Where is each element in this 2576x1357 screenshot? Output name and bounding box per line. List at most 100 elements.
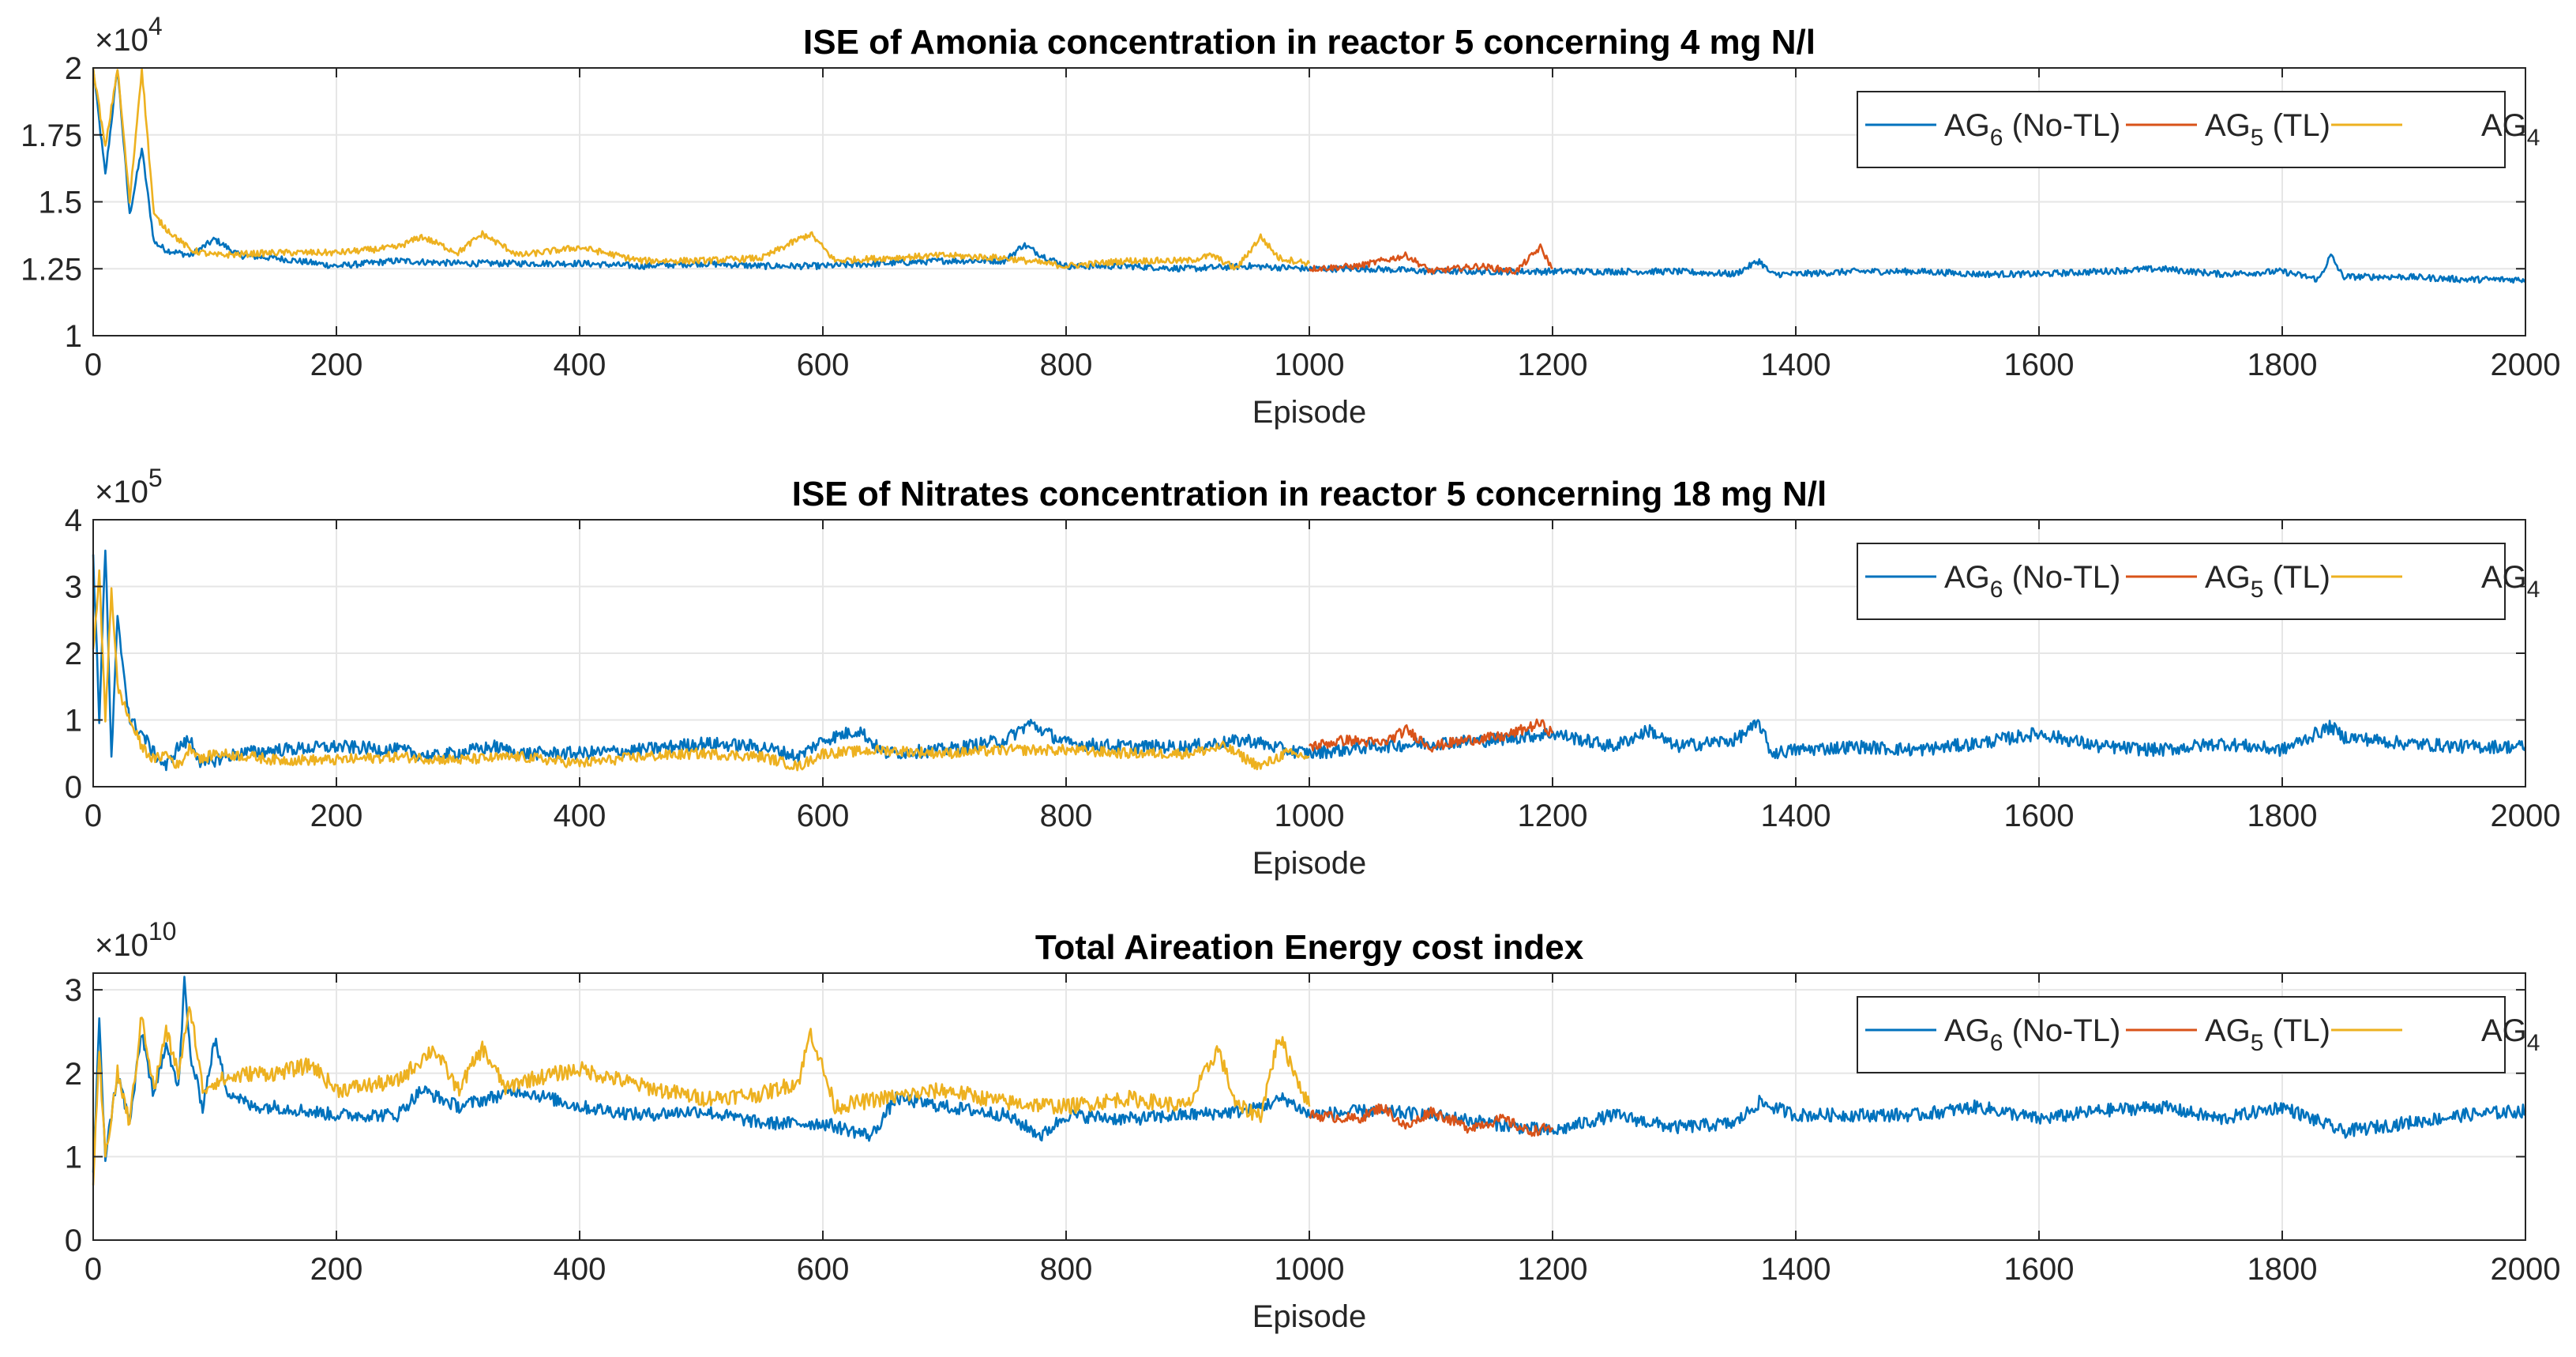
axis-exponent: ×104 — [95, 12, 163, 58]
x-tick-label: 200 — [310, 799, 363, 833]
legend-label-base: AG — [2205, 108, 2251, 143]
legend-label-ag4: AG4 — [2481, 560, 2540, 603]
axis-exponent-power: 10 — [148, 917, 177, 945]
x-tick-label: 2000 — [2491, 799, 2561, 833]
legend-label-base: AG — [2205, 560, 2251, 595]
x-tick-label: 1800 — [2247, 348, 2318, 382]
legend-label-sub: 5 — [2251, 577, 2264, 603]
series-line-ag6 — [92, 549, 2527, 772]
chart-panel-3: Total Aireation Energy cost index 0 200 400… — [65, 917, 2561, 1334]
x-tick-label: 0 — [84, 348, 102, 382]
legend-label-base: AG — [2481, 560, 2527, 595]
x-tick-label: 1400 — [1761, 1252, 1831, 1287]
y-tick-label: 0 — [65, 770, 82, 805]
x-tick-label: 200 — [310, 1252, 363, 1287]
legend-label-suffix: (TL) — [2263, 1013, 2330, 1048]
series-line-ag4 — [92, 67, 1311, 271]
chart-panel-1: ISE of Amonia concentration in reactor 5… — [21, 12, 2560, 430]
legend-box — [1857, 91, 2506, 168]
series-line-ag6 — [92, 975, 2527, 1173]
legend-label-ag4: AG4 — [2481, 108, 2540, 151]
legend-label-suffix: (No-TL) — [2003, 560, 2120, 595]
legend-label-ag5: AG5 (TL) — [2205, 560, 2330, 603]
series-line-ag5 — [1308, 1103, 1554, 1137]
legend-label-ag6: AG6 (No-TL) — [1944, 1013, 2120, 1056]
x-tick-label: 1000 — [1275, 1252, 1345, 1287]
y-tick-label: 1 — [65, 319, 82, 354]
x-tick-label: 0 — [84, 1252, 102, 1287]
x-tick-label: 800 — [1040, 799, 1093, 833]
charts-group: ISE of Amonia concentration in reactor 5… — [21, 12, 2560, 1334]
x-tick-label: 1000 — [1275, 348, 1345, 382]
legend-label-ag5: AG5 (TL) — [2205, 1013, 2330, 1056]
x-tick-label: 1200 — [1518, 799, 1588, 833]
x-tick-label: 1800 — [2247, 1252, 2318, 1287]
x-tick-label: 1000 — [1275, 799, 1345, 833]
legend: AG6 (No-TL) AG5 (TL) AG4 — [1857, 996, 2540, 1073]
series-line-ag5 — [1308, 243, 1553, 275]
legend-label-ag6: AG6 (No-TL) — [1944, 108, 2120, 151]
x-tick-label: 400 — [554, 1252, 606, 1287]
axis-exponent-base: ×10 — [95, 475, 148, 509]
legend-label-ag6: AG6 (No-TL) — [1944, 560, 2120, 603]
x-tick-label: 1400 — [1761, 348, 1831, 382]
x-tick-label: 1400 — [1761, 799, 1831, 833]
y-tick-label: 1 — [65, 1140, 82, 1175]
x-tick-label: 1200 — [1518, 348, 1588, 382]
y-tick-label: 1.5 — [38, 186, 82, 220]
legend-label-suffix: (TL) — [2263, 560, 2330, 595]
legend-label-sub: 5 — [2251, 1030, 2264, 1056]
legend-label-base: AG — [1944, 560, 1990, 595]
axis-exponent-base: ×10 — [95, 23, 148, 58]
x-tick-label: 600 — [797, 1252, 850, 1287]
chart-title: ISE of Nitrates concentration in reactor… — [792, 475, 1827, 513]
legend-label-suffix: (No-TL) — [2003, 108, 2120, 143]
y-tick-label: 1 — [65, 704, 82, 739]
legend-label-base: AG — [2481, 1013, 2527, 1048]
legend-label-sub: 4 — [2527, 125, 2540, 151]
x-tick-label: 1800 — [2247, 799, 2318, 833]
x-tick-label: 800 — [1040, 348, 1093, 382]
legend-label-ag4: AG4 — [2481, 1013, 2540, 1056]
legend-label-base: AG — [2481, 108, 2527, 143]
legend-label-base: AG — [1944, 1013, 1990, 1048]
chart-title: ISE of Amonia concentration in reactor 5… — [803, 23, 1816, 62]
legend-label-sub: 6 — [1990, 125, 2003, 151]
x-tick-label: 600 — [797, 348, 850, 382]
legend-label-sub: 4 — [2527, 577, 2540, 603]
legend: AG6 (No-TL) AG5 (TL) AG4 — [1857, 543, 2540, 620]
chart-panel-2: ISE of Nitrates concentration in reactor… — [65, 464, 2561, 881]
legend-label-sub: 6 — [1990, 577, 2003, 603]
x-axis-label: Episode — [1252, 395, 1367, 430]
series-line-ag5 — [1308, 718, 1554, 753]
legend-label-suffix: (No-TL) — [2003, 1013, 2120, 1048]
x-tick-label: 600 — [797, 799, 850, 833]
legend-label-sub: 6 — [1990, 1030, 2003, 1056]
chart-title: Total Aireation Energy cost index — [1035, 928, 1584, 967]
y-tick-label: 1.25 — [21, 252, 82, 287]
x-tick-label: 1600 — [2004, 799, 2075, 833]
x-tick-label: 1600 — [2004, 348, 2075, 382]
legend-label-base: AG — [1944, 108, 1990, 143]
x-tick-label: 200 — [310, 348, 363, 382]
x-axis-label: Episode — [1252, 846, 1367, 881]
y-tick-label: 2 — [65, 51, 82, 86]
legend-label-suffix: (TL) — [2263, 108, 2330, 143]
legend-box — [1857, 543, 2506, 620]
legend-label-sub: 5 — [2251, 125, 2264, 151]
x-tick-label: 1600 — [2004, 1252, 2075, 1287]
x-tick-label: 400 — [554, 799, 606, 833]
series-line-ag4 — [92, 1006, 1311, 1186]
y-tick-label: 3 — [65, 570, 82, 605]
axis-exponent-base: ×10 — [95, 928, 148, 963]
x-tick-label: 0 — [84, 799, 102, 833]
x-tick-label: 2000 — [2491, 1252, 2561, 1287]
axis-exponent: ×1010 — [95, 917, 176, 963]
y-tick-label: 4 — [65, 503, 82, 538]
x-axis-label: Episode — [1252, 1299, 1367, 1334]
legend-label-sub: 4 — [2527, 1030, 2540, 1056]
axis-exponent-power: 5 — [148, 464, 163, 492]
y-tick-label: 2 — [65, 637, 82, 671]
